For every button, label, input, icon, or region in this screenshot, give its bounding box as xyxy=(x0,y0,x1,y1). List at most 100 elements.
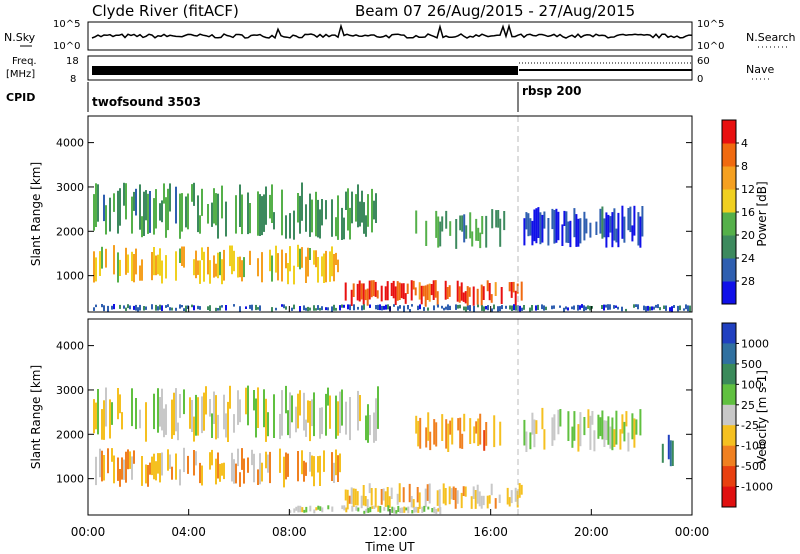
velocity-echo-cell xyxy=(388,496,391,508)
velocity-echo-cell xyxy=(201,465,203,486)
velocity-echo-cell xyxy=(412,499,415,509)
power-echo-cell xyxy=(333,304,335,311)
power-echo-cell xyxy=(613,208,616,241)
velocity-echo-cell xyxy=(344,489,347,501)
power-panel: 1000 2000 3000 4000 Slant Range [km] 4 8 12 16… xyxy=(29,115,769,313)
velocity-echo-cell xyxy=(499,421,502,446)
power-echo-cell xyxy=(541,304,543,310)
velocity-echo-cell xyxy=(337,455,339,482)
power-echo-cell xyxy=(131,196,133,234)
power-echo-cell xyxy=(95,183,97,227)
velocity-echo-cell xyxy=(287,410,289,436)
power-echo-cell xyxy=(535,208,538,244)
power-echo-cell xyxy=(341,304,343,308)
power-echo-cell xyxy=(539,212,542,245)
velocity-echo-cell xyxy=(169,454,171,469)
velocity-echo-cell xyxy=(339,453,341,473)
power-echo-cell xyxy=(360,283,363,300)
velocity-echo-cell xyxy=(448,486,451,505)
velocity-echo-cell xyxy=(607,416,610,445)
velocity-echo-cell xyxy=(625,411,628,427)
power-echo-cell xyxy=(133,191,135,211)
power-echo-cell xyxy=(479,232,482,249)
velocity-echo-cell xyxy=(243,458,245,484)
velocity-echo-cell xyxy=(327,505,330,510)
power-echo-cell xyxy=(609,304,611,310)
velocity-echo-cell xyxy=(219,463,221,482)
velocity-echo-cell xyxy=(321,507,324,513)
power-echo-cell xyxy=(179,248,181,263)
power-echo-cell xyxy=(520,281,523,301)
velocity-echo-cell xyxy=(387,505,390,512)
power-echo-cell xyxy=(446,287,449,299)
velocity-colorbar-swatch xyxy=(722,466,736,487)
power-echo-cell xyxy=(625,308,627,312)
velocity-echo-cell xyxy=(183,447,185,473)
velocity-echo-cell xyxy=(669,440,672,467)
power-echo-cell xyxy=(519,305,521,312)
power-echo-cell xyxy=(377,304,379,310)
velocity-echo-cell xyxy=(429,431,432,451)
velocity-echo-cell xyxy=(415,415,418,434)
velocity-echo-cell xyxy=(237,448,239,467)
power-echo-cell xyxy=(417,305,419,311)
velocity-echo-cell xyxy=(360,495,363,509)
velocity-echo-cell xyxy=(419,417,422,449)
velocity-echo-cell xyxy=(255,398,257,438)
velocity-echo-cell xyxy=(379,506,382,513)
power-echo-cell xyxy=(99,251,101,276)
velocity-echo-cell xyxy=(217,452,219,479)
power-echo-cell xyxy=(341,207,343,240)
power-echo-cell xyxy=(344,282,347,301)
power-echo-cell xyxy=(139,184,141,230)
velocity-echo-cell xyxy=(435,508,438,514)
velocity-echo-cell xyxy=(351,505,354,512)
power-echo-cell xyxy=(217,193,219,239)
velocity-echo-cell xyxy=(307,400,309,423)
velocity-echo-cell xyxy=(445,419,448,449)
power-echo-cell xyxy=(441,305,443,309)
velocity-echo-cell xyxy=(615,410,618,445)
power-echo-cell xyxy=(481,216,484,235)
velocity-echo-cell xyxy=(633,418,636,448)
velocity-echo-cell xyxy=(437,508,440,512)
power-echo-cell xyxy=(349,207,351,240)
power-echo-cell xyxy=(101,246,103,269)
velocity-echo-cell xyxy=(121,412,123,430)
velocity-echo-cell xyxy=(159,453,161,483)
velocity-echo-cell xyxy=(427,506,430,510)
power-echo-cell xyxy=(458,286,461,303)
power-echo-cell xyxy=(639,216,642,248)
power-echo-cell xyxy=(362,283,365,305)
velocity-echo-cell xyxy=(619,429,622,450)
velocity-colorbar-swatch xyxy=(722,323,736,344)
velocity-echo-cell xyxy=(319,455,321,486)
power-echo-cell xyxy=(673,305,675,308)
power-echo-cell xyxy=(199,306,201,310)
velocity-echo-cell xyxy=(331,506,334,512)
power-echo-cell xyxy=(155,304,157,311)
velocity-echo-cell xyxy=(627,432,630,452)
power-echo-cell xyxy=(113,193,115,212)
velocity-echo-cell xyxy=(209,399,211,417)
power-echo-cell xyxy=(275,307,277,311)
power-echo-cell xyxy=(285,306,287,310)
power-echo-cell xyxy=(381,305,383,311)
velocity-echo-cell xyxy=(349,397,351,441)
velocity-echo-cell xyxy=(171,466,173,480)
power-echo-cell xyxy=(293,265,295,285)
velocity-echo-cell xyxy=(523,419,526,446)
velocity-echo-cell xyxy=(488,495,491,504)
power-ytick-label: 2000 xyxy=(56,225,84,238)
nsky-tick-low: 10^0 xyxy=(53,41,80,52)
velocity-echo-cell xyxy=(428,483,431,504)
power-echo-cell xyxy=(101,304,103,308)
velocity-echo-cell xyxy=(331,452,333,481)
velocity-echo-cell xyxy=(253,453,255,483)
power-echo-cell xyxy=(467,305,469,310)
velocity-echo-cell xyxy=(350,487,353,505)
velocity-echo-cell xyxy=(474,490,477,509)
power-colorbar-swatch xyxy=(722,189,736,213)
velocity-echo-cell xyxy=(289,392,291,439)
velocity-echo-cell xyxy=(424,488,427,508)
